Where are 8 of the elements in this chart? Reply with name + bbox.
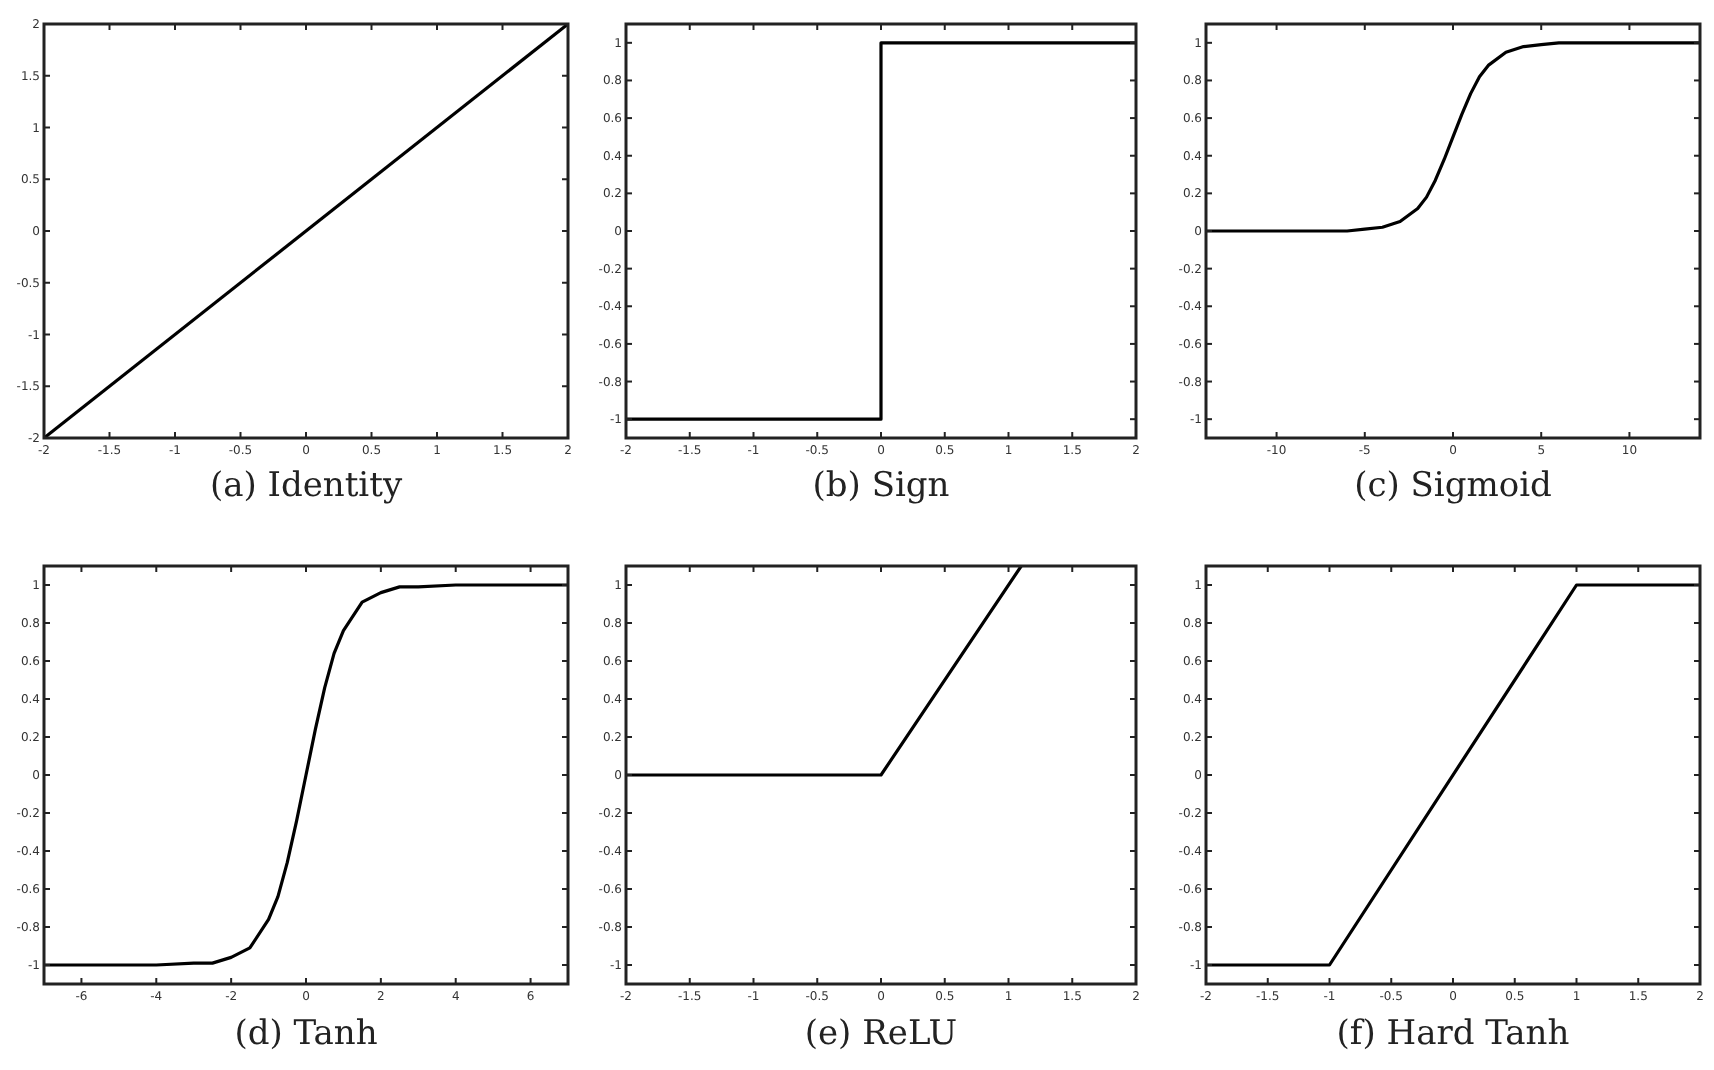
text: (c) Sigmoid: [1354, 466, 1553, 506]
text: (d) Tanh: [234, 1014, 378, 1054]
line-series: [1206, 41, 1700, 233]
text: (b) Sign: [812, 466, 950, 506]
text: (f) Hard Tanh: [1336, 1014, 1570, 1054]
line-series: [44, 583, 568, 967]
text: (a) Identity: [209, 466, 403, 506]
text: (e) ReLU: [804, 1014, 958, 1054]
